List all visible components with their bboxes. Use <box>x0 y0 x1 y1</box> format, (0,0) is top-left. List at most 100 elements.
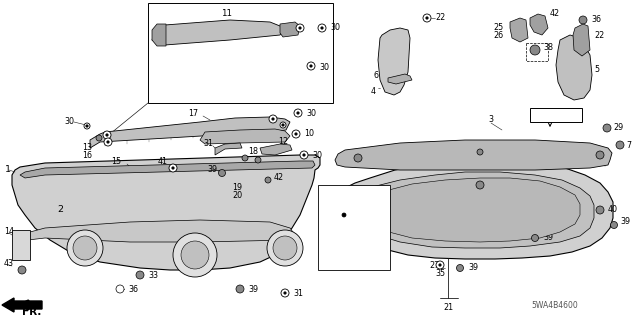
Circle shape <box>84 123 90 129</box>
Polygon shape <box>356 178 580 242</box>
Text: 19: 19 <box>232 182 242 191</box>
Circle shape <box>318 24 326 32</box>
Text: 12: 12 <box>278 137 288 145</box>
Circle shape <box>310 65 312 67</box>
Circle shape <box>326 217 333 224</box>
Text: 33: 33 <box>148 271 158 279</box>
Text: 5: 5 <box>594 65 599 75</box>
Circle shape <box>104 138 112 146</box>
Circle shape <box>273 236 297 260</box>
Polygon shape <box>510 18 528 42</box>
Circle shape <box>173 233 217 277</box>
Polygon shape <box>335 140 612 170</box>
Bar <box>530 108 582 122</box>
Text: 22: 22 <box>435 13 445 23</box>
Text: 14: 14 <box>4 227 14 236</box>
Text: 17: 17 <box>188 108 198 117</box>
Polygon shape <box>26 220 295 242</box>
Bar <box>148 3 333 103</box>
Text: 28: 28 <box>488 181 498 189</box>
Circle shape <box>181 241 209 269</box>
Circle shape <box>295 133 297 135</box>
Polygon shape <box>215 143 242 155</box>
Text: 32: 32 <box>355 219 365 228</box>
Text: B-42-11: B-42-11 <box>540 110 573 120</box>
Circle shape <box>426 17 428 19</box>
Polygon shape <box>12 230 30 260</box>
Circle shape <box>96 135 102 141</box>
Circle shape <box>356 211 364 219</box>
Circle shape <box>292 130 300 138</box>
Text: 10: 10 <box>304 130 314 138</box>
Polygon shape <box>556 35 592 100</box>
Text: 7: 7 <box>626 140 631 150</box>
Circle shape <box>236 285 244 293</box>
Text: 37: 37 <box>353 250 363 259</box>
Circle shape <box>106 134 108 136</box>
Text: 35: 35 <box>435 269 445 278</box>
Text: 39: 39 <box>208 166 218 174</box>
Text: 30: 30 <box>330 24 340 33</box>
Text: 42: 42 <box>274 174 284 182</box>
Circle shape <box>326 201 334 209</box>
Text: 41: 41 <box>158 158 168 167</box>
Circle shape <box>297 112 300 114</box>
Circle shape <box>265 177 271 183</box>
Text: 36: 36 <box>591 16 601 25</box>
Text: 4: 4 <box>371 87 376 97</box>
Text: 5WA4B4600: 5WA4B4600 <box>532 300 579 309</box>
Circle shape <box>255 157 261 163</box>
Bar <box>318 185 390 270</box>
Circle shape <box>242 155 248 161</box>
Circle shape <box>456 264 463 271</box>
Text: 1: 1 <box>5 166 11 174</box>
Circle shape <box>307 62 315 70</box>
Text: 8: 8 <box>392 198 397 207</box>
FancyArrow shape <box>2 298 42 312</box>
Text: 27: 27 <box>429 261 440 270</box>
Text: 26: 26 <box>494 32 504 41</box>
Text: 40: 40 <box>608 205 618 214</box>
Circle shape <box>73 236 97 260</box>
Circle shape <box>272 118 274 120</box>
Text: 9: 9 <box>392 209 397 218</box>
Circle shape <box>321 27 323 29</box>
Polygon shape <box>152 24 166 46</box>
Circle shape <box>300 151 308 159</box>
Circle shape <box>218 169 225 176</box>
Circle shape <box>611 221 618 228</box>
Circle shape <box>423 14 431 22</box>
Circle shape <box>596 206 604 214</box>
Text: 11: 11 <box>221 10 232 19</box>
Text: 24: 24 <box>458 183 468 192</box>
Circle shape <box>476 181 484 189</box>
Text: 31: 31 <box>203 139 213 149</box>
Circle shape <box>303 154 305 156</box>
Text: 21: 21 <box>443 303 453 313</box>
Circle shape <box>103 131 111 139</box>
Text: 42: 42 <box>550 10 560 19</box>
Circle shape <box>172 167 174 169</box>
Polygon shape <box>200 129 290 144</box>
Text: 39: 39 <box>468 263 478 272</box>
Polygon shape <box>340 160 613 259</box>
Circle shape <box>169 164 177 172</box>
Circle shape <box>603 124 611 132</box>
Polygon shape <box>280 22 300 37</box>
Text: 15: 15 <box>111 158 121 167</box>
Polygon shape <box>260 144 292 155</box>
Circle shape <box>281 289 289 297</box>
Polygon shape <box>348 172 594 248</box>
Circle shape <box>136 271 144 279</box>
Circle shape <box>579 16 587 24</box>
Circle shape <box>107 141 109 143</box>
Circle shape <box>342 213 346 217</box>
Circle shape <box>86 125 88 127</box>
Circle shape <box>116 285 124 293</box>
Circle shape <box>294 109 302 117</box>
Circle shape <box>596 151 604 159</box>
Circle shape <box>282 124 284 126</box>
Circle shape <box>355 202 361 208</box>
Circle shape <box>67 230 103 266</box>
Circle shape <box>346 217 353 224</box>
